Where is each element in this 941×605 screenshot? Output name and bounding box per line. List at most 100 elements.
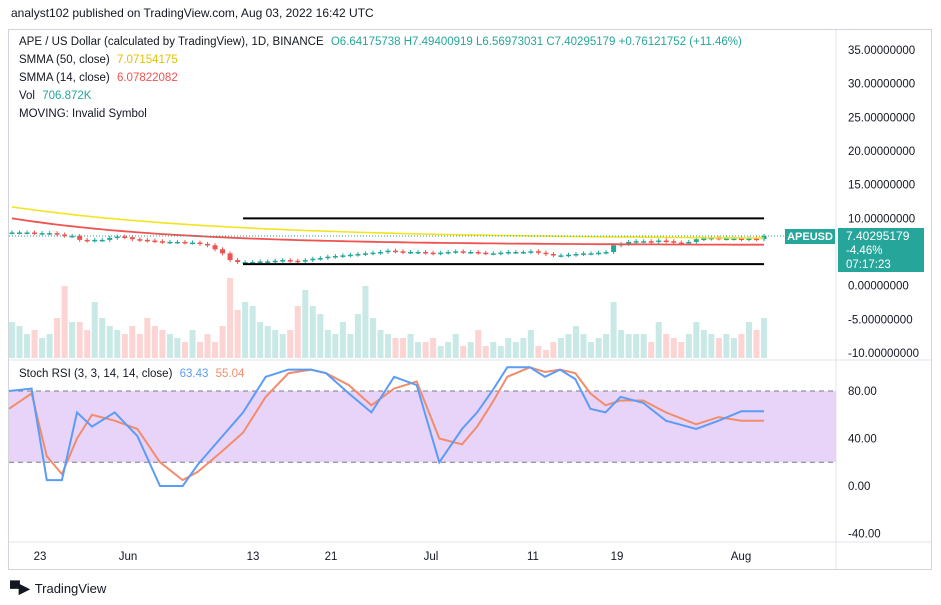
time-axis: 23 Jun 13 21 Jul 11 19 Aug xyxy=(34,551,752,563)
candle xyxy=(671,241,677,243)
price-axis-tick-label: 35.00000000 xyxy=(848,45,915,57)
volume-bar xyxy=(31,330,38,358)
volume-bar xyxy=(279,334,286,358)
candle xyxy=(731,238,737,241)
candle xyxy=(393,250,399,253)
candle xyxy=(686,241,692,244)
stoch-rsi-d-value: 55.04 xyxy=(215,368,245,380)
candle xyxy=(265,261,271,263)
volume-bar xyxy=(588,342,595,358)
candle xyxy=(475,252,481,254)
price-axis-tick-label: 25.00000000 xyxy=(848,112,915,124)
candle xyxy=(212,245,218,250)
time-axis-tick-label: Aug xyxy=(731,551,751,563)
volume-bar xyxy=(362,286,369,358)
time-axis-tick-label: Jul xyxy=(424,551,439,563)
candle xyxy=(445,252,451,254)
candle xyxy=(332,256,338,258)
candle xyxy=(355,254,361,256)
legend-volume-value: 706.872K xyxy=(42,90,92,102)
candle xyxy=(490,253,496,255)
candle xyxy=(558,255,564,257)
volume-bar xyxy=(460,346,467,358)
legend-smma14-value: 6.07822082 xyxy=(116,72,178,84)
price-tag-symbol: APEUSD xyxy=(787,231,833,243)
volume-bar xyxy=(437,346,444,358)
volume-bar xyxy=(332,334,339,358)
volume-bar xyxy=(761,318,767,358)
volume-bar xyxy=(557,338,564,358)
volume-bar xyxy=(625,334,632,358)
volume-bar xyxy=(445,342,452,358)
candle xyxy=(84,239,90,242)
volume-bar xyxy=(91,302,98,358)
price-tag-box xyxy=(838,228,924,272)
time-axis-tick-label: 21 xyxy=(325,551,338,563)
candle xyxy=(310,258,316,261)
legend-title-row: APE / US Dollar (calculated by TradingVi… xyxy=(19,36,746,48)
price-tag-change: -4.46% xyxy=(846,245,882,257)
volume-bar xyxy=(272,330,279,358)
candle xyxy=(377,252,383,254)
volume-bar xyxy=(400,338,407,358)
volume-bar xyxy=(407,334,414,358)
candle xyxy=(257,261,263,263)
legend-volume-label: Vol xyxy=(19,90,35,102)
volume-bar xyxy=(264,326,271,358)
candle xyxy=(603,252,609,254)
candle xyxy=(746,238,752,241)
stoch-rsi-k-line xyxy=(8,366,764,487)
price-axis-tick-label: 10.00000000 xyxy=(848,213,915,225)
tradingview-logo-icon: ▀▶ xyxy=(10,580,30,596)
volume-bar xyxy=(197,342,203,358)
volume-bar xyxy=(670,338,677,358)
candle xyxy=(581,253,587,255)
volume-bar xyxy=(415,342,422,358)
time-axis-tick-label: 13 xyxy=(247,551,260,563)
smma50-line xyxy=(11,206,765,239)
candle xyxy=(641,241,647,243)
candle xyxy=(573,254,579,256)
volume-bar xyxy=(505,338,512,358)
candle xyxy=(520,252,526,254)
price-tag-price: 7.40295179 xyxy=(846,229,910,243)
candle xyxy=(498,252,504,255)
volume-bar xyxy=(257,322,264,358)
candle xyxy=(528,251,534,253)
volume-bar xyxy=(490,342,497,358)
candle xyxy=(114,236,120,239)
candle xyxy=(678,242,684,245)
volume-bar xyxy=(685,334,692,358)
candle xyxy=(107,237,113,240)
candle xyxy=(69,235,75,238)
candle xyxy=(535,251,541,253)
candle xyxy=(287,260,293,262)
candle xyxy=(77,235,83,240)
price-tag-countdown: 07:17:23 xyxy=(846,259,891,271)
stoch-rsi-k-value: 63.43 xyxy=(179,368,209,380)
candle xyxy=(408,252,414,254)
candle xyxy=(24,232,30,234)
chart-frame xyxy=(8,29,932,570)
candle xyxy=(543,252,549,255)
volume-bar xyxy=(309,306,316,358)
candle xyxy=(663,240,669,243)
volume-bar xyxy=(603,334,610,358)
volume-bar xyxy=(738,334,745,358)
candle xyxy=(362,253,368,255)
candle xyxy=(17,232,23,234)
volume-bar xyxy=(219,326,226,358)
rsi-axis-tick-label: 40.00 xyxy=(848,434,877,446)
candle xyxy=(415,252,421,254)
volume-bar xyxy=(242,302,249,358)
candle xyxy=(738,238,744,241)
legend-moving: MOVING: Invalid Symbol xyxy=(19,108,147,120)
rsi-axis-tick-label: 0.00 xyxy=(848,481,870,493)
volume-bar xyxy=(324,330,331,358)
price-axis-tick-label: 0.00000000 xyxy=(848,281,909,293)
candle xyxy=(62,234,68,236)
footer-brand[interactable]: ▀▶ TradingView xyxy=(10,580,106,597)
volume-bar xyxy=(39,338,46,358)
candle xyxy=(220,249,226,254)
